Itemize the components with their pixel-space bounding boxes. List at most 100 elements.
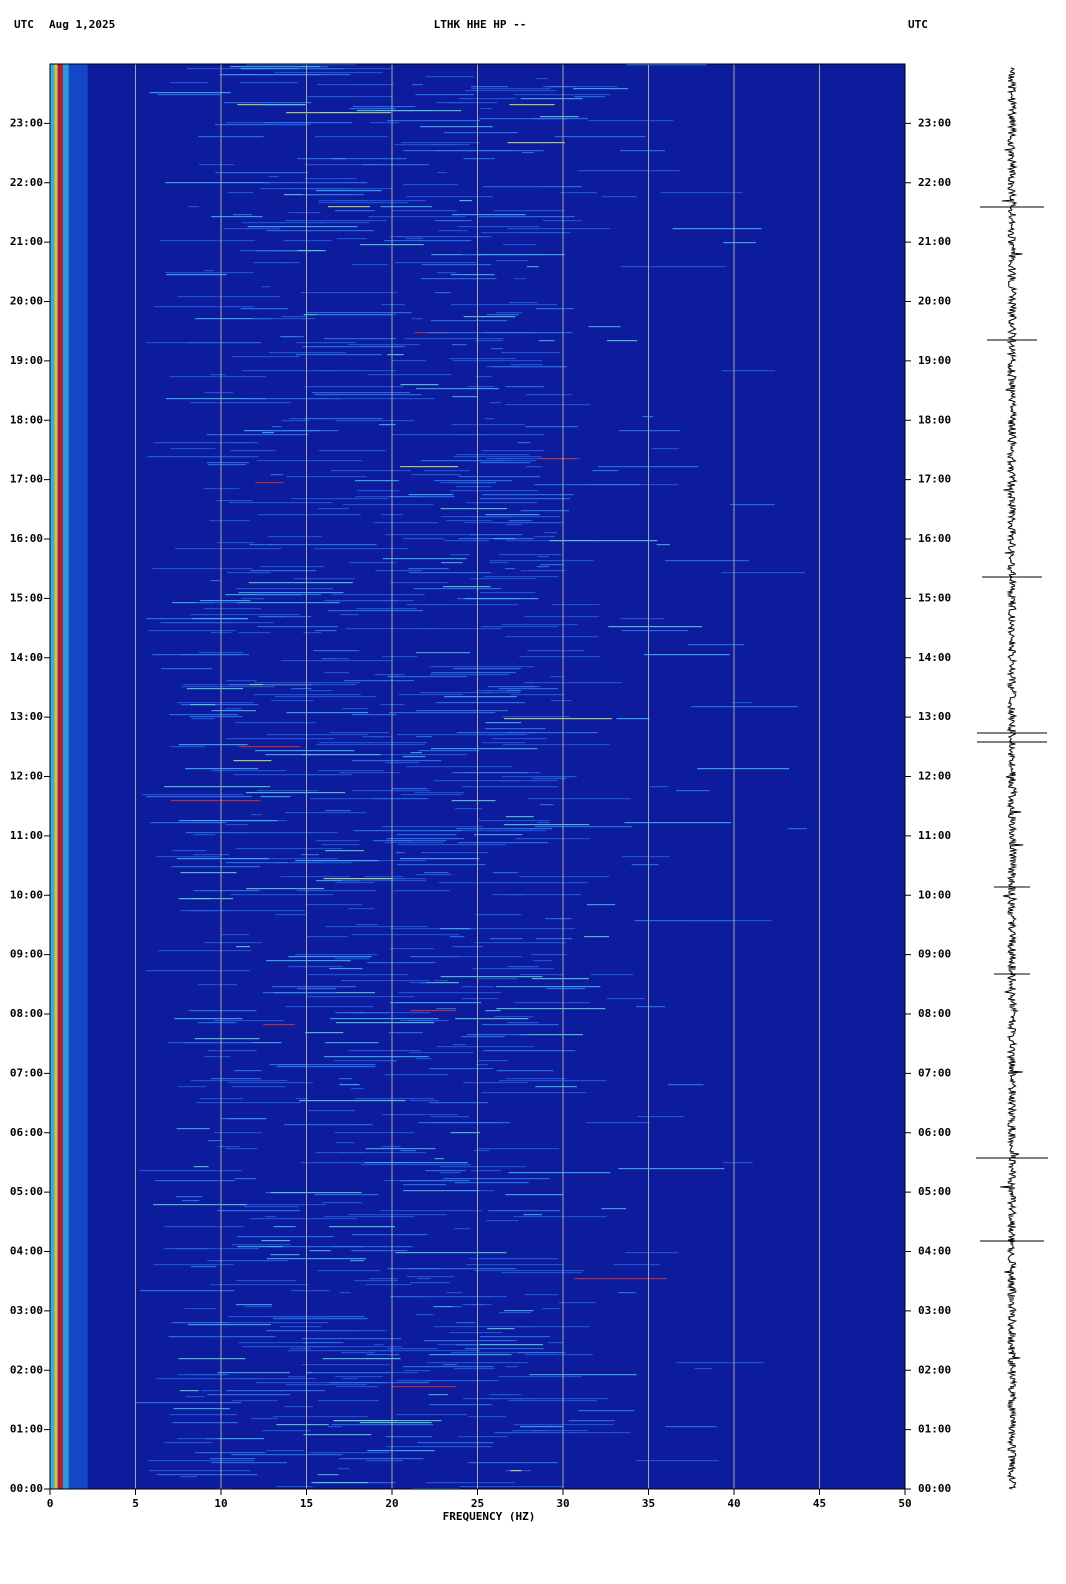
spectrogram-texture (507, 228, 611, 230)
spectrogram-texture (506, 1078, 566, 1080)
spectrogram-texture (266, 734, 369, 736)
spectrogram-texture (206, 434, 309, 436)
spectrogram-texture (510, 1470, 522, 1472)
spectrogram-texture (549, 676, 565, 678)
spectrogram-texture (400, 1180, 470, 1182)
spectrogram-texture (540, 116, 579, 118)
spectrogram-texture (299, 1100, 406, 1102)
spectrogram-texture (233, 1070, 262, 1072)
spectrogram-texture (317, 770, 384, 772)
spectrogram-texture (337, 1468, 350, 1470)
spectrogram-texture (429, 1068, 494, 1070)
spectrogram-texture (393, 890, 450, 892)
spectrogram-texture (293, 578, 356, 580)
spectrogram-texture (437, 230, 468, 232)
spectrogram-texture (538, 458, 576, 460)
spectrogram-texture (179, 1390, 199, 1392)
spectrogram-texture (349, 108, 396, 110)
spectrogram-texture (204, 1056, 231, 1058)
spectrogram-texture (50, 64, 55, 1489)
spectrogram-texture (443, 1178, 550, 1180)
spectrogram-texture (452, 772, 528, 774)
y-tick-label: 10:00 (10, 888, 43, 901)
spectrogram-texture (483, 332, 573, 334)
spectrogram-texture (145, 970, 250, 972)
spectrogram-texture (257, 514, 361, 516)
spectrogram-texture (271, 1192, 362, 1194)
spectrogram-texture (391, 360, 427, 362)
spectrogram-texture (527, 650, 585, 652)
spectrogram-texture (240, 1378, 316, 1380)
spectrogram-texture (408, 568, 449, 570)
y-tick-label: 04:00 (918, 1245, 951, 1258)
spectrogram-texture (356, 608, 417, 610)
spectrogram-texture (481, 626, 558, 628)
spectrogram-texture (236, 602, 340, 604)
spectrogram-texture (461, 1036, 505, 1038)
spectrogram-texture (330, 1246, 413, 1248)
spectrogram-texture (351, 264, 389, 266)
spectrogram-texture (452, 396, 478, 398)
spectrogram-texture (178, 744, 248, 746)
spectrogram-texture (461, 998, 499, 1000)
spectrogram-texture (429, 1102, 462, 1104)
spectrogram-texture (483, 1050, 576, 1052)
spectrogram-texture (263, 1024, 295, 1026)
spectrogram-texture (520, 1426, 563, 1428)
spectrogram-texture (318, 450, 386, 452)
spectrogram-texture (474, 340, 503, 342)
spectrogram-texture (400, 1150, 417, 1152)
seismogram (976, 67, 1048, 1490)
spectrogram-texture (188, 206, 200, 208)
spectrogram-texture (322, 844, 360, 846)
spectrogram-texture (508, 1172, 611, 1174)
spectrogram-texture (403, 1366, 494, 1368)
spectrogram-texture (287, 1350, 394, 1352)
spectrogram-texture (238, 632, 271, 634)
spectrogram-texture (525, 394, 573, 396)
spectrogram-texture (324, 672, 350, 674)
spectrogram-texture (178, 898, 234, 900)
spectrogram-texture (185, 768, 259, 770)
spectrogram-texture (398, 992, 502, 994)
spectrogram-texture (262, 684, 357, 686)
spectrogram-texture (331, 594, 425, 596)
spectrogram-texture (451, 424, 525, 426)
spectrogram-texture (211, 770, 286, 772)
spectrogram-texture (577, 170, 680, 172)
spectrogram-texture (157, 950, 252, 952)
spectrogram-texture (355, 496, 422, 498)
spectrogram-texture (451, 274, 495, 276)
spectrogram-texture (498, 1376, 582, 1378)
spectrogram-texture (234, 1178, 257, 1180)
spectrogram-texture (389, 948, 435, 950)
spectrogram-texture (314, 394, 422, 396)
spectrogram-texture (513, 1424, 614, 1426)
spectrogram-texture (341, 1352, 376, 1354)
spectrogram-texture (574, 96, 605, 98)
spectrogram-texture (363, 876, 404, 878)
spectrogram-texture (149, 92, 231, 94)
spectrogram-texture (177, 1438, 219, 1440)
spectrogram-texture (226, 572, 271, 574)
spectrogram-texture (251, 814, 262, 816)
spectrogram-texture (352, 760, 442, 762)
spectrogram-texture (467, 386, 495, 388)
spectrogram-texture (317, 508, 350, 510)
spectrogram-texture (220, 1118, 266, 1120)
spectrogram-texture (173, 1408, 230, 1410)
spectrogram-texture (620, 618, 664, 620)
spectrogram-texture (396, 834, 457, 836)
spectrogram-texture (445, 1306, 462, 1308)
chart-title: LTHK HHE HP -- (434, 18, 527, 31)
x-tick-label: 5 (132, 1497, 139, 1510)
spectrogram-texture (433, 1306, 452, 1308)
spectrogram-texture (239, 250, 298, 252)
spectrogram-texture (317, 84, 394, 86)
spectrogram-texture (729, 504, 775, 506)
spectrogram-texture (281, 316, 308, 318)
spectrogram-texture (288, 956, 372, 958)
spectrogram-texture (433, 1326, 535, 1328)
spectrogram-texture (169, 376, 267, 378)
